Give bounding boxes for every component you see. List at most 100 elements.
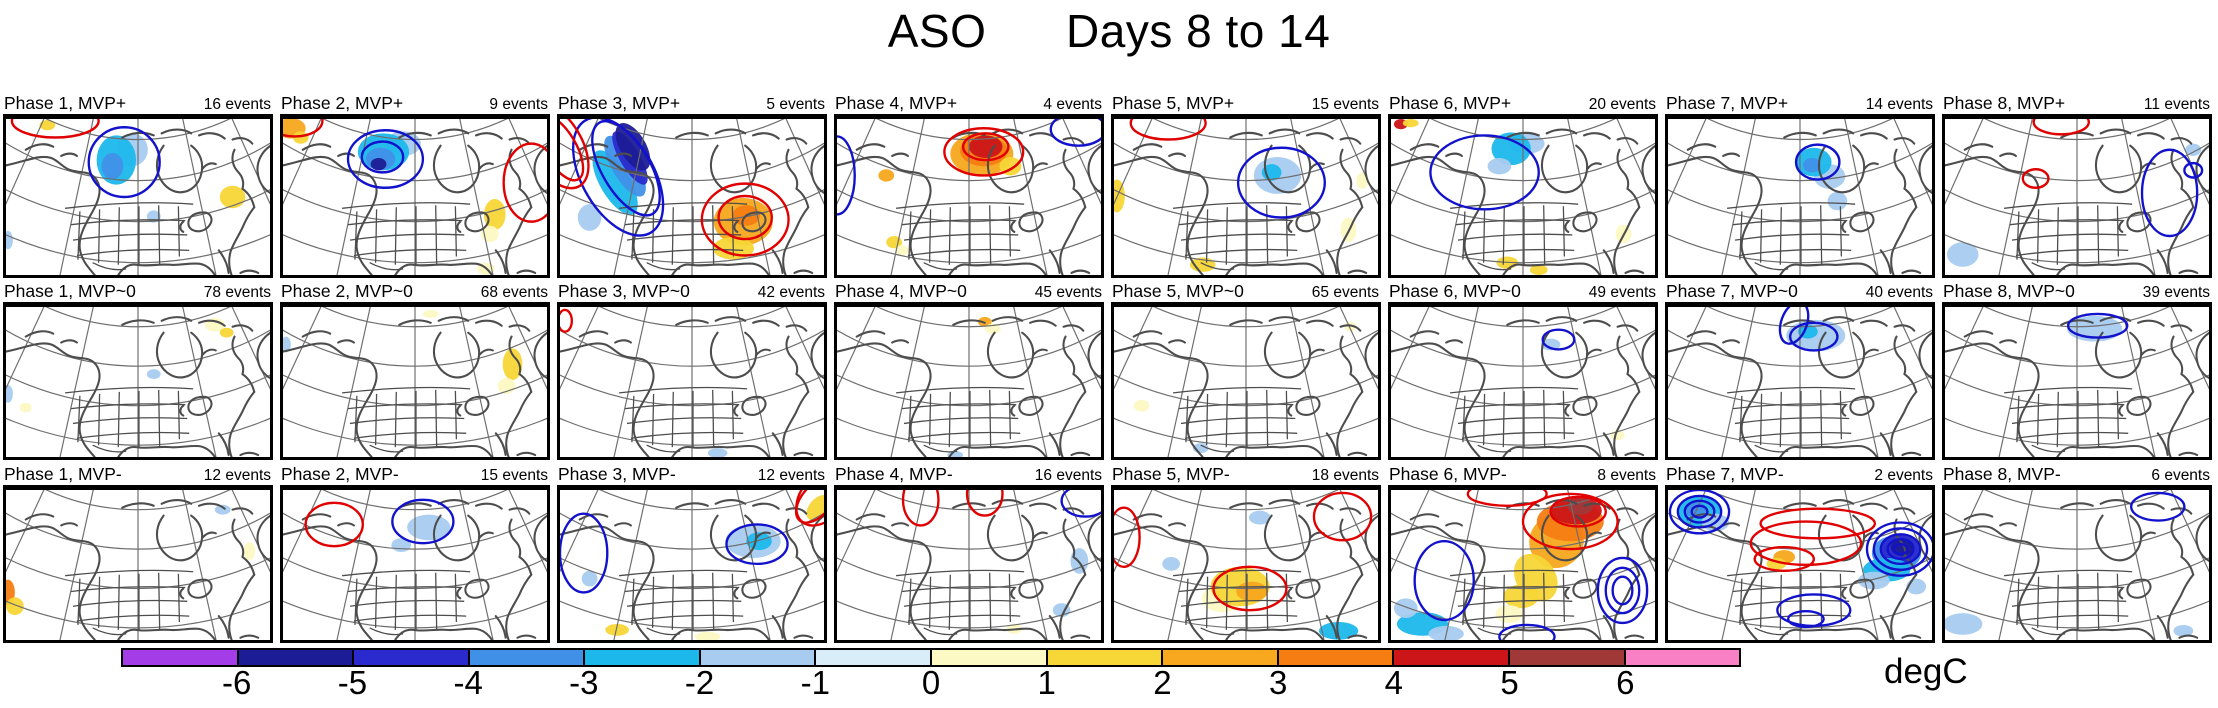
coastline — [785, 518, 810, 576]
coastline — [1613, 573, 1641, 640]
coastline — [494, 249, 507, 275]
coastline — [671, 262, 770, 275]
map-panel: Phase 5, MVP+ 15 events — [1111, 93, 1381, 278]
coastline — [1364, 331, 1378, 380]
basemap — [837, 307, 1101, 457]
map-frame — [834, 116, 1104, 278]
coastline — [1062, 518, 1087, 576]
anomaly-fill — [694, 631, 721, 640]
state-borders — [1457, 233, 1573, 241]
panel-title-row: Phase 8, MVP~0 39 events — [1942, 281, 2212, 304]
panel-title: Phase 5, MVP+ — [1112, 93, 1235, 113]
coastline — [1779, 627, 1878, 640]
coastline — [1918, 144, 1932, 195]
panel-title: Phase 1, MVP- — [4, 464, 122, 484]
anomaly-fill — [1540, 338, 1561, 351]
anomaly-contour — [10, 119, 100, 139]
map-frame — [1111, 487, 1381, 643]
coastline — [1087, 514, 1101, 563]
state-borders — [1562, 390, 1566, 440]
state-borders — [624, 586, 740, 593]
state-borders — [624, 403, 740, 410]
coastline — [1963, 143, 2017, 158]
anomaly-fill — [1162, 556, 1180, 571]
coastline — [1364, 144, 1378, 195]
panel-title: Phase 4, MVP+ — [835, 93, 958, 113]
anomaly-fill — [581, 570, 598, 587]
panel-title-row: Phase 3, MVP- 12 events — [557, 464, 827, 487]
coastline — [810, 331, 824, 380]
coastline — [1890, 206, 1918, 275]
coastline — [782, 573, 810, 640]
panel-title-row: Phase 6, MVP~0 49 events — [1388, 281, 1658, 304]
anomaly-contours — [560, 119, 790, 257]
anomaly-contour — [283, 119, 324, 138]
panel-title: Phase 8, MVP~0 — [1943, 281, 2075, 301]
coastline — [432, 144, 494, 194]
coastline — [516, 269, 537, 275]
state-borders — [1482, 576, 1486, 628]
coastline — [1506, 128, 1639, 145]
colorbar-segment — [236, 650, 353, 665]
map-canvas — [1668, 307, 1932, 457]
coastline — [1641, 331, 1655, 380]
colorbar-tick-label: 4 — [1384, 664, 1404, 701]
coastline — [1263, 144, 1325, 194]
anomaly-fills — [6, 120, 246, 250]
panel-title: Phase 3, MVP~0 — [558, 281, 690, 301]
map-panel: Phase 7, MVP+ 14 events — [1665, 93, 1935, 278]
anomaly-fill — [283, 336, 291, 353]
anomaly-contour — [837, 135, 856, 216]
state-borders — [923, 444, 958, 453]
coastline — [505, 573, 533, 640]
state-borders — [342, 386, 471, 394]
coastline — [837, 155, 932, 275]
state-borders — [374, 576, 378, 628]
coastline — [1225, 262, 1324, 275]
coastline — [855, 513, 909, 527]
coastline — [1114, 342, 1209, 457]
anomaly-fill — [615, 123, 651, 171]
state-borders — [1185, 395, 1189, 443]
state-borders — [712, 389, 715, 448]
panel-title: Phase 3, MVP- — [558, 464, 676, 484]
coastline — [24, 513, 78, 527]
coastline — [283, 525, 378, 640]
coastline — [179, 211, 213, 233]
map-canvas — [283, 119, 547, 275]
panel-events-label: 2 events — [1874, 467, 1933, 484]
anomaly-fill — [243, 542, 256, 560]
coastline — [1070, 451, 1091, 457]
map-frame — [1111, 304, 1381, 460]
state-borders — [1732, 219, 1848, 226]
map-frame — [1665, 304, 1935, 460]
map-canvas — [1391, 307, 1655, 457]
coastline — [1613, 206, 1641, 275]
basemap — [837, 490, 1101, 640]
state-borders — [1200, 262, 1235, 271]
coastline — [1779, 444, 1878, 457]
coastline — [256, 331, 270, 380]
basemap — [1391, 307, 1655, 457]
state-borders — [1455, 219, 1571, 226]
coastline — [301, 330, 355, 344]
panel-title: Phase 8, MVP+ — [1943, 93, 2066, 113]
panel-events-label: 68 events — [480, 284, 548, 301]
coastline — [117, 444, 216, 457]
basemap — [1668, 307, 1932, 457]
anomaly-contours — [283, 119, 547, 223]
state-borders — [158, 205, 161, 265]
colorbar-tick-label: 1 — [1037, 664, 1056, 701]
map-panel: Phase 6, MVP+ 20 events — [1388, 93, 1658, 278]
coastline — [2094, 514, 2156, 562]
panel-title-row: Phase 8, MVP- 6 events — [1942, 464, 2212, 487]
anomaly-fills — [947, 316, 1001, 457]
state-borders — [1562, 573, 1566, 623]
state-borders — [923, 262, 958, 271]
state-borders — [347, 403, 463, 410]
state-borders — [349, 417, 465, 425]
state-borders — [354, 395, 358, 443]
coastline — [1502, 262, 1601, 275]
coastline — [986, 144, 1048, 194]
state-borders — [1738, 431, 1852, 439]
